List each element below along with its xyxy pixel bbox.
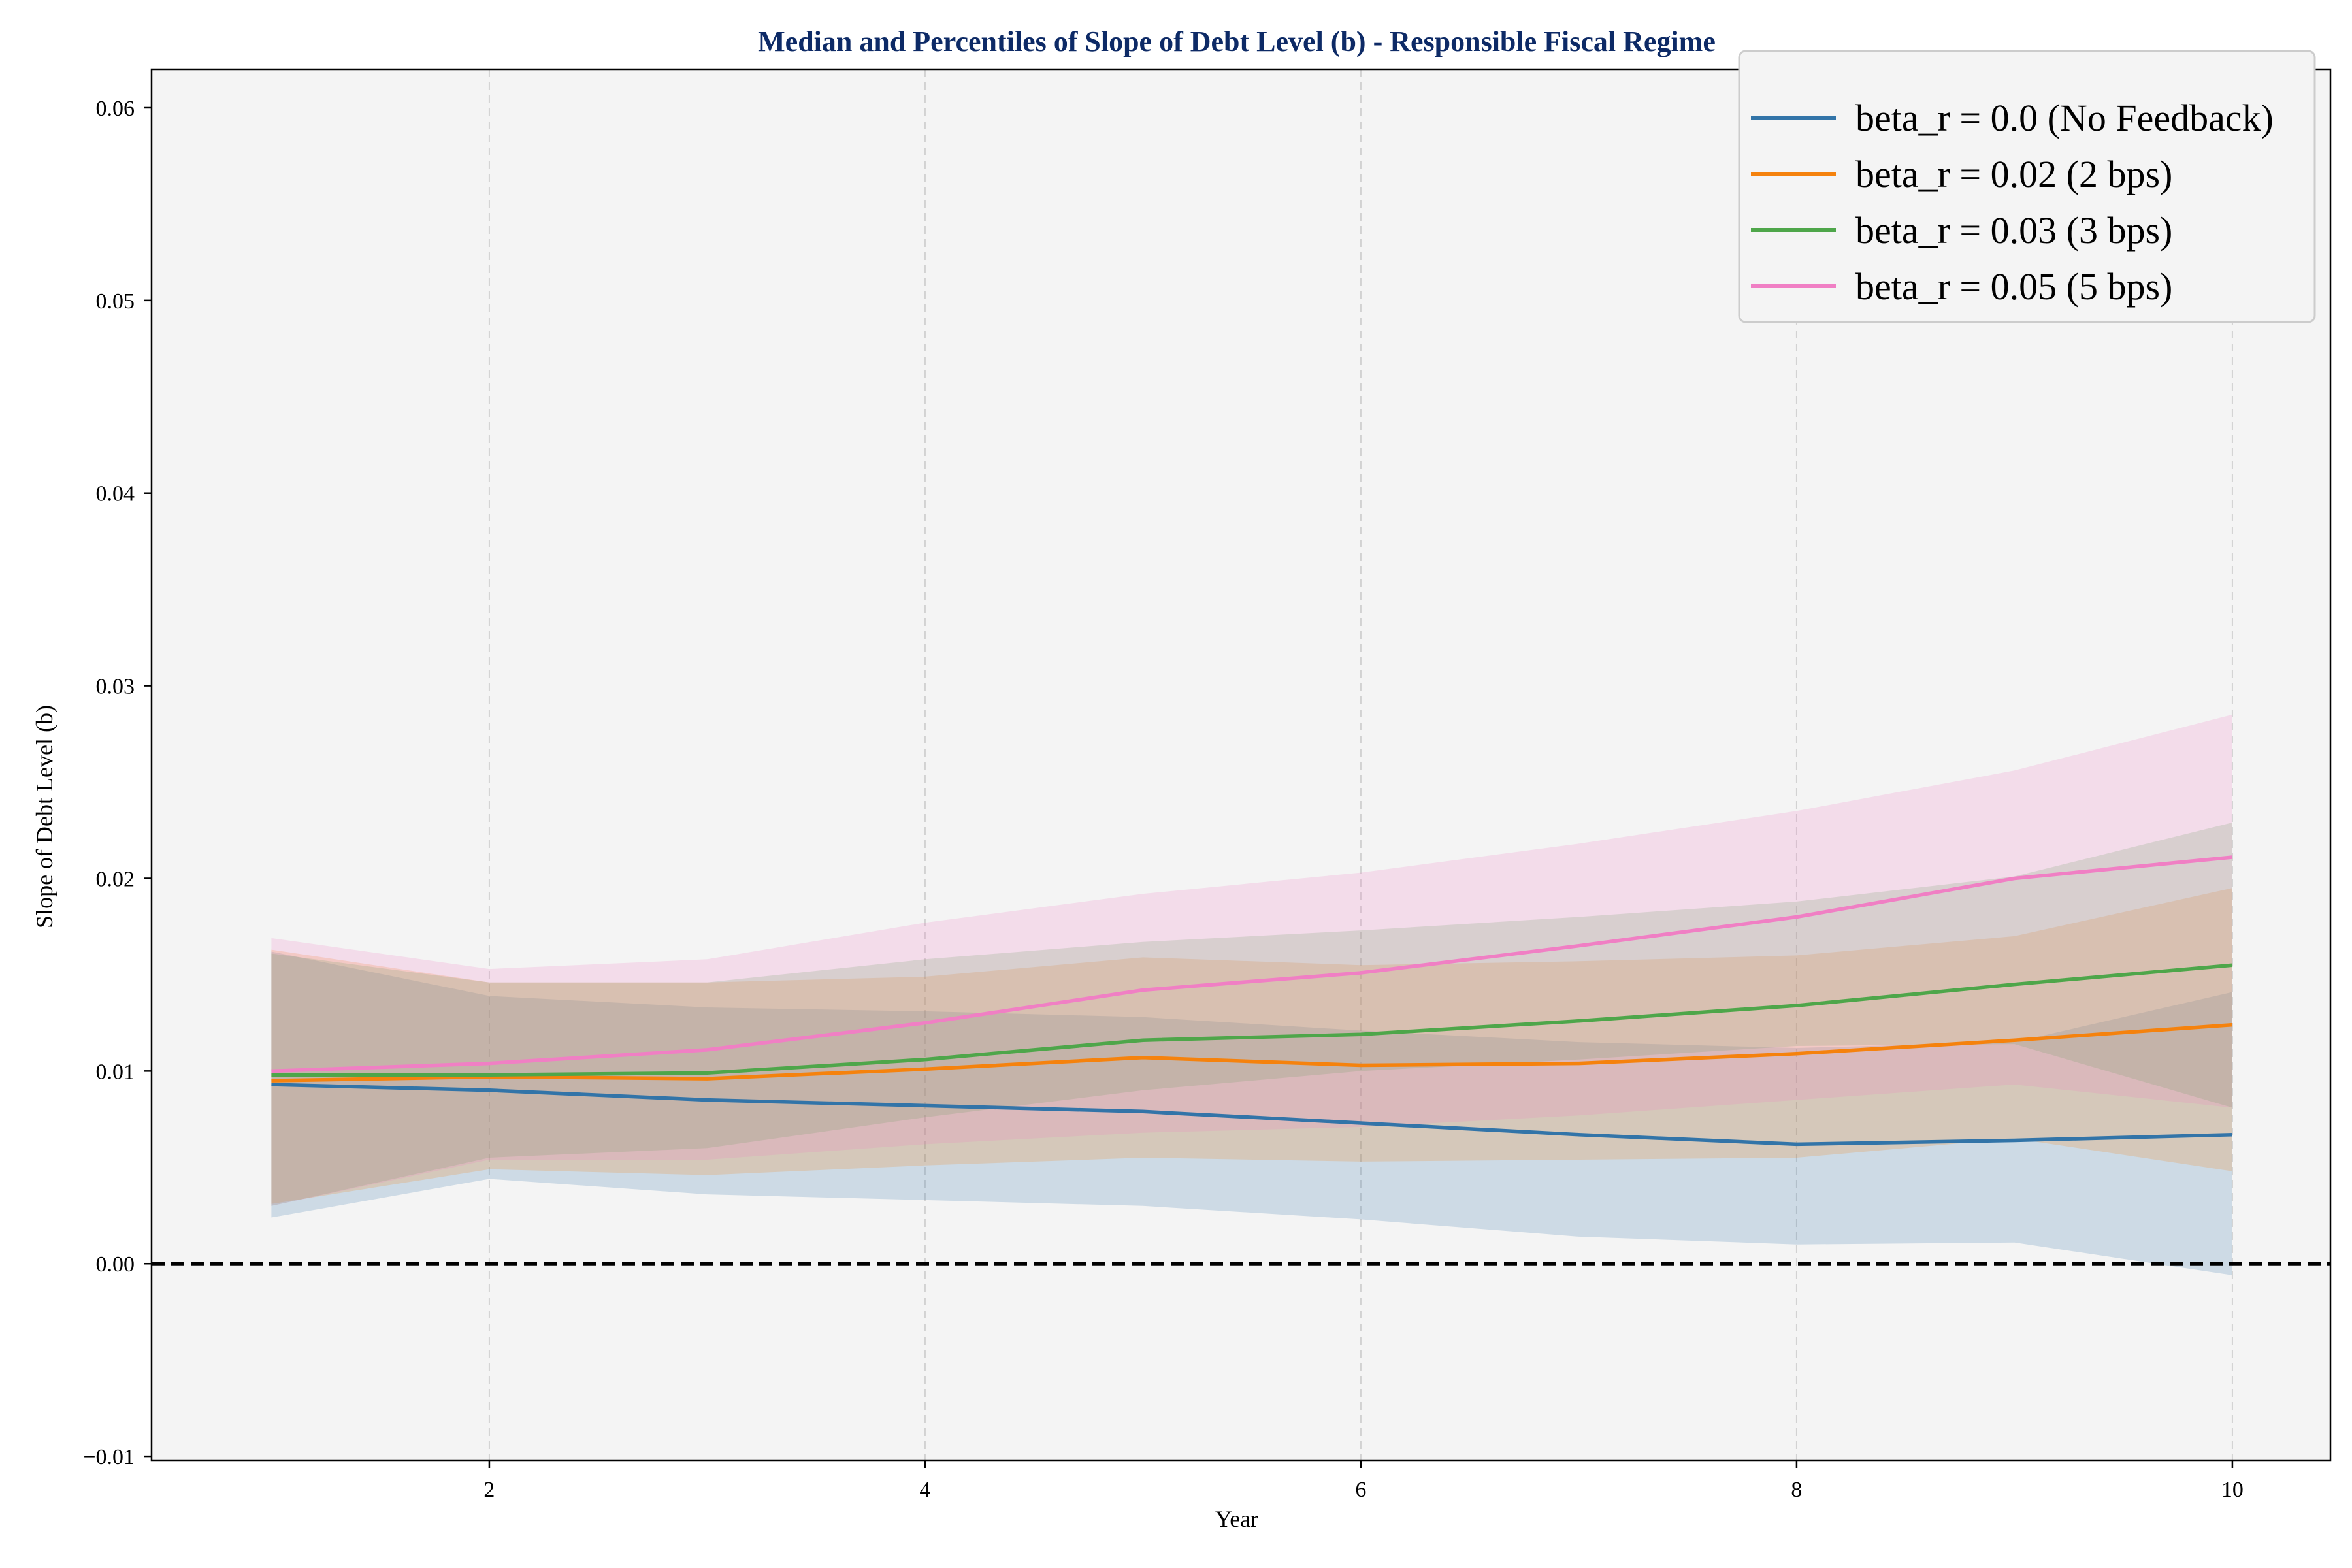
percentile-band-series-1 <box>271 951 2232 1275</box>
median-line-series-4 <box>271 855 2233 1073</box>
y-tick-label-0: −0.01 <box>83 1445 135 1469</box>
median-line-series-1 <box>271 1083 2232 1147</box>
y-tick-label-6: 0.05 <box>96 289 135 314</box>
legend-box <box>1738 50 2316 323</box>
median-line-series-3 <box>271 963 2233 1077</box>
legend-label-series-3: beta_r = 0.03 (3 bps) <box>1855 209 2172 252</box>
y-axis-ticks: −0.01 0.00 0.01 0.02 0.03 0.04 0.05 0.06 <box>83 97 152 1469</box>
y-tick-label-7: 0.06 <box>96 97 135 121</box>
grid-lines <box>488 69 2233 1460</box>
y-tick-label-3: 0.02 <box>96 867 135 891</box>
x-axis-label: Year <box>1215 1506 1258 1532</box>
chart-title: Median and Percentiles of Slope of Debt … <box>758 25 1716 57</box>
legend-label-series-4: beta_r = 0.05 (5 bps) <box>1855 265 2172 308</box>
x-tick-label-6: 6 <box>1355 1478 1366 1502</box>
y-tick-label-4: 0.03 <box>96 675 135 699</box>
legend-label-series-1: beta_r = 0.0 (No Feedback) <box>1855 97 2274 139</box>
legend-entries: beta_r = 0.0 (No Feedback) beta_r = 0.02 … <box>1751 97 2274 308</box>
y-tick-label-1: 0.00 <box>96 1252 135 1277</box>
x-tick-label-10: 10 <box>2221 1478 2244 1502</box>
y-axis-label: Slope of Debt Level (b) <box>31 705 57 928</box>
x-tick-label-4: 4 <box>919 1478 930 1502</box>
legend: beta_r = 0.0 (No Feedback) beta_r = 0.02 … <box>1738 50 2316 323</box>
percentile-bands <box>271 714 2232 1275</box>
x-axis-ticks: 2 4 6 8 10 <box>483 1460 2244 1502</box>
legend-label-series-2: beta_r = 0.02 (2 bps) <box>1855 153 2172 195</box>
percentile-band-series-4 <box>271 714 2232 1206</box>
plot-frame <box>150 68 2332 1462</box>
percentile-band-series-3 <box>271 823 2232 1206</box>
x-tick-label-2: 2 <box>483 1478 495 1502</box>
x-tick-label-8: 8 <box>1791 1478 1802 1502</box>
percentile-band-series-2 <box>271 888 2232 1204</box>
y-tick-label-5: 0.04 <box>96 482 135 506</box>
median-lines <box>271 855 2233 1147</box>
y-tick-label-2: 0.01 <box>96 1060 135 1084</box>
median-line-series-2 <box>271 1022 2233 1083</box>
